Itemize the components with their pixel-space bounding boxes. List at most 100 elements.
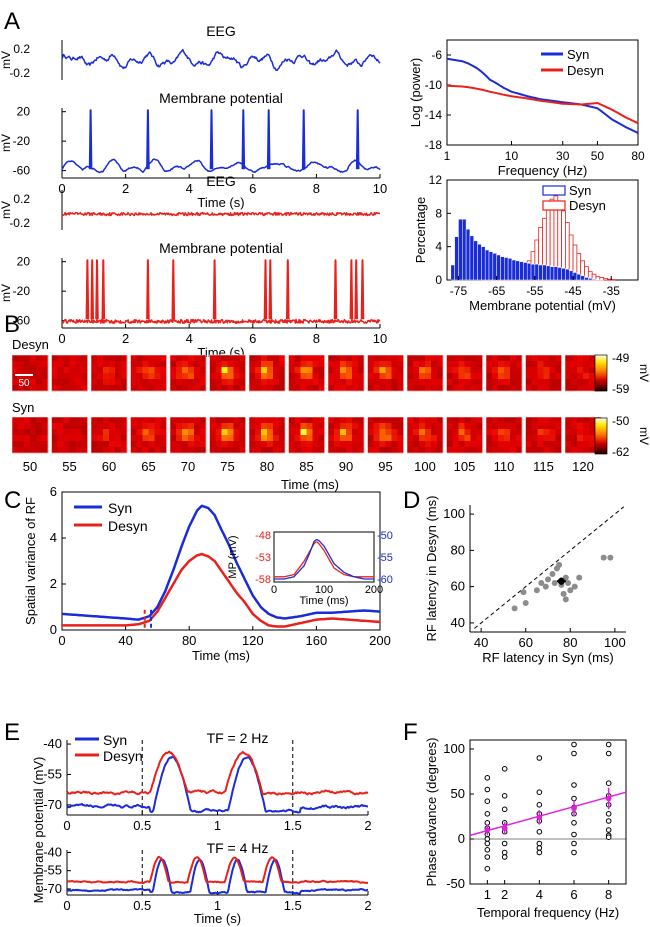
rf-pixel xyxy=(589,385,596,392)
bar-syn xyxy=(458,218,463,281)
rf-pixel xyxy=(176,385,183,392)
rf-pixel xyxy=(75,367,82,374)
inset-series-desyn xyxy=(274,541,374,578)
rf-pixel xyxy=(431,417,438,424)
rf-pixel xyxy=(510,373,517,380)
time-label: 115 xyxy=(533,459,554,474)
rf-pixel xyxy=(577,379,584,386)
rf-pixel xyxy=(328,447,335,454)
rf-pixel xyxy=(306,447,313,454)
rf-pixel xyxy=(176,423,183,430)
rf-pixel xyxy=(391,429,398,436)
scatter-point xyxy=(484,854,491,860)
rf-pixel xyxy=(583,361,590,368)
rf-pixel xyxy=(531,417,538,424)
bar-syn xyxy=(584,277,589,281)
rf-pixel xyxy=(294,447,301,454)
rf-pixel xyxy=(516,447,523,454)
rf-pixel xyxy=(294,367,301,374)
xtick-label: 1 xyxy=(214,818,221,833)
rf-pixel xyxy=(81,429,88,436)
rf-pixel xyxy=(498,429,505,436)
bar-syn xyxy=(477,243,482,281)
rf-pixel xyxy=(318,361,325,368)
rf-pixel xyxy=(36,429,43,436)
spike xyxy=(146,259,150,320)
rf-pixel xyxy=(504,385,511,392)
rf-pixel xyxy=(200,355,207,362)
rf-pixel xyxy=(510,423,517,430)
rf-pixel xyxy=(267,355,274,362)
y-axis-label: RF latency in Desyn (ms) xyxy=(424,496,439,642)
rf-pixel xyxy=(221,373,228,380)
rf-pixel xyxy=(255,379,262,386)
inset-left-tick: -48 xyxy=(255,530,271,542)
rf-pixel xyxy=(57,417,64,424)
rf-pixel xyxy=(385,379,392,386)
rf-pixel xyxy=(30,417,37,424)
rf-pixel xyxy=(589,423,596,430)
rf-pixel xyxy=(267,417,274,424)
rf-pixel xyxy=(103,373,110,380)
rf-pixel xyxy=(103,367,110,374)
rf-pixel xyxy=(312,441,319,448)
rf-pixel xyxy=(334,367,341,374)
rf-pixel xyxy=(57,367,64,374)
rf-pixel xyxy=(69,429,76,436)
rf-pixel xyxy=(367,367,374,374)
scatter-point xyxy=(571,840,577,847)
rf-pixel xyxy=(75,361,82,368)
rf-pixel xyxy=(452,355,459,362)
rf-pixel xyxy=(425,429,432,436)
rf-pixel xyxy=(36,423,43,430)
rf-pixel xyxy=(115,367,122,374)
rf-pixel xyxy=(154,379,161,386)
rf-pixel xyxy=(391,417,398,424)
rf-pixel xyxy=(583,385,590,392)
rf-pixel xyxy=(176,441,183,448)
rf-pixel xyxy=(306,441,313,448)
rf-pixel xyxy=(407,373,414,380)
rf-pixel xyxy=(249,367,256,374)
rf-pixel xyxy=(312,373,319,380)
scatter-point xyxy=(501,854,508,860)
rf-pixel xyxy=(115,447,122,454)
rf-pixel xyxy=(306,385,313,392)
rf-pixel xyxy=(334,417,341,424)
rf-pixel xyxy=(288,447,295,454)
scatter-point xyxy=(571,820,577,826)
mp-ytick: 20 xyxy=(17,255,31,269)
rf-pixel xyxy=(492,441,499,448)
rf-pixel xyxy=(549,441,556,448)
rf-pixel xyxy=(194,417,201,424)
rf-pixel xyxy=(379,429,386,436)
scatter-point xyxy=(605,818,612,824)
rf-pixel xyxy=(476,417,483,424)
rf-pixel xyxy=(154,417,161,424)
ytick-label: 60 xyxy=(451,579,465,594)
rf-pixel xyxy=(142,429,149,436)
rf-pixel xyxy=(589,435,596,442)
rf-pixel xyxy=(75,355,82,362)
rf-pixel xyxy=(69,355,76,362)
rf-pixel xyxy=(358,417,365,424)
identity-line xyxy=(474,506,625,629)
rf-pixel xyxy=(249,417,256,424)
rf-pixel xyxy=(136,355,143,362)
bar-syn xyxy=(492,253,497,281)
rf-pixel xyxy=(413,429,420,436)
rf-pixel xyxy=(233,447,240,454)
rf-pixel xyxy=(12,385,19,392)
scatter-point xyxy=(605,834,612,841)
rf-pixel xyxy=(413,441,420,448)
rf-pixel xyxy=(239,429,246,436)
rf-pixel xyxy=(170,423,177,430)
rf-pixel xyxy=(437,441,444,448)
ytick-label: 8 xyxy=(435,206,442,220)
rf-pixel xyxy=(130,417,137,424)
rf-pixel xyxy=(239,355,246,362)
rf-pixel xyxy=(464,355,471,362)
rf-pixel xyxy=(589,361,596,368)
rf-pixel xyxy=(57,423,64,430)
spike xyxy=(85,259,90,320)
